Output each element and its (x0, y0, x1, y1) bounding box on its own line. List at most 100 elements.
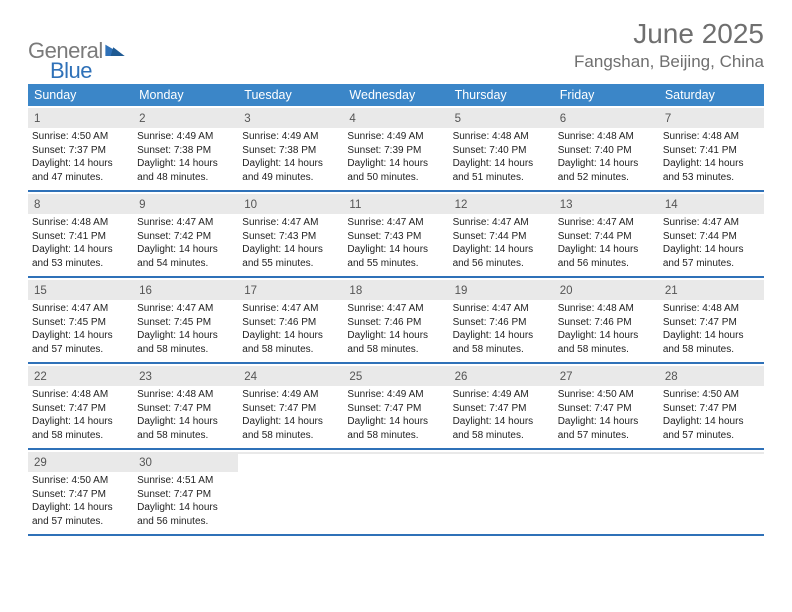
day-number-row: 20 (554, 280, 659, 300)
day-number-row: 29 (28, 452, 133, 472)
day-line-sr: Sunrise: 4:48 AM (453, 130, 550, 144)
day-line-dl2: and 53 minutes. (663, 171, 760, 185)
day-line-sr: Sunrise: 4:50 AM (663, 388, 760, 402)
day-number-row: 23 (133, 366, 238, 386)
day-number-row: 28 (659, 366, 764, 386)
day-cell (449, 450, 554, 534)
day-line-dl2: and 55 minutes. (242, 257, 339, 271)
day-line-ss: Sunset: 7:39 PM (347, 144, 444, 158)
day-cell: 18Sunrise: 4:47 AMSunset: 7:46 PMDayligh… (343, 278, 448, 362)
day-line-sr: Sunrise: 4:49 AM (347, 388, 444, 402)
day-line-ss: Sunset: 7:47 PM (453, 402, 550, 416)
day-number-row (554, 452, 659, 454)
day-line-sr: Sunrise: 4:47 AM (242, 302, 339, 316)
day-number-row: 11 (343, 194, 448, 214)
day-line-dl2: and 51 minutes. (453, 171, 550, 185)
day-line-dl2: and 55 minutes. (347, 257, 444, 271)
day-number: 25 (349, 371, 362, 383)
day-line-ss: Sunset: 7:47 PM (347, 402, 444, 416)
day-cell: 1Sunrise: 4:50 AMSunset: 7:37 PMDaylight… (28, 106, 133, 190)
day-line-dl1: Daylight: 14 hours (347, 157, 444, 171)
week-row: 29Sunrise: 4:50 AMSunset: 7:47 PMDayligh… (28, 450, 764, 536)
day-number: 4 (349, 113, 355, 125)
day-cell: 21Sunrise: 4:48 AMSunset: 7:47 PMDayligh… (659, 278, 764, 362)
day-line-dl2: and 58 minutes. (137, 343, 234, 357)
day-line-dl1: Daylight: 14 hours (347, 243, 444, 257)
day-details: Sunrise: 4:48 AMSunset: 7:47 PMDaylight:… (137, 388, 234, 442)
day-line-sr: Sunrise: 4:50 AM (558, 388, 655, 402)
day-details: Sunrise: 4:50 AMSunset: 7:47 PMDaylight:… (663, 388, 760, 442)
day-number: 12 (455, 199, 468, 211)
weekday-fri: Friday (554, 84, 659, 106)
day-details: Sunrise: 4:49 AMSunset: 7:38 PMDaylight:… (242, 130, 339, 184)
day-number-row: 19 (449, 280, 554, 300)
day-details: Sunrise: 4:49 AMSunset: 7:47 PMDaylight:… (242, 388, 339, 442)
day-line-dl2: and 58 minutes. (453, 429, 550, 443)
day-line-ss: Sunset: 7:47 PM (663, 316, 760, 330)
day-line-dl1: Daylight: 14 hours (663, 157, 760, 171)
day-line-sr: Sunrise: 4:48 AM (663, 302, 760, 316)
day-line-dl2: and 58 minutes. (242, 343, 339, 357)
day-cell: 30Sunrise: 4:51 AMSunset: 7:47 PMDayligh… (133, 450, 238, 534)
day-number: 11 (349, 199, 361, 211)
day-cell: 22Sunrise: 4:48 AMSunset: 7:47 PMDayligh… (28, 364, 133, 448)
day-details: Sunrise: 4:49 AMSunset: 7:47 PMDaylight:… (347, 388, 444, 442)
day-line-ss: Sunset: 7:38 PM (242, 144, 339, 158)
day-cell: 2Sunrise: 4:49 AMSunset: 7:38 PMDaylight… (133, 106, 238, 190)
day-line-dl2: and 58 minutes. (558, 343, 655, 357)
day-line-dl1: Daylight: 14 hours (32, 157, 129, 171)
day-line-dl2: and 58 minutes. (242, 429, 339, 443)
day-number: 7 (665, 113, 671, 125)
day-line-dl1: Daylight: 14 hours (32, 329, 129, 343)
day-details: Sunrise: 4:50 AMSunset: 7:37 PMDaylight:… (32, 130, 129, 184)
day-number-row: 1 (28, 108, 133, 128)
day-details: Sunrise: 4:47 AMSunset: 7:43 PMDaylight:… (242, 216, 339, 270)
day-number-row: 13 (554, 194, 659, 214)
day-number: 21 (665, 285, 678, 297)
day-line-ss: Sunset: 7:47 PM (663, 402, 760, 416)
day-details: Sunrise: 4:47 AMSunset: 7:42 PMDaylight:… (137, 216, 234, 270)
day-line-ss: Sunset: 7:44 PM (663, 230, 760, 244)
week-row: 22Sunrise: 4:48 AMSunset: 7:47 PMDayligh… (28, 364, 764, 450)
day-number-row (343, 452, 448, 454)
day-line-dl2: and 56 minutes. (558, 257, 655, 271)
day-line-ss: Sunset: 7:43 PM (347, 230, 444, 244)
day-number: 17 (244, 285, 257, 297)
day-number-row: 17 (238, 280, 343, 300)
day-cell: 12Sunrise: 4:47 AMSunset: 7:44 PMDayligh… (449, 192, 554, 276)
day-line-sr: Sunrise: 4:51 AM (137, 474, 234, 488)
header: General June 2025 Fangshan, Beijing, Chi… (28, 18, 764, 72)
day-line-dl1: Daylight: 14 hours (137, 415, 234, 429)
day-number: 26 (455, 371, 468, 383)
day-line-sr: Sunrise: 4:48 AM (32, 216, 129, 230)
day-line-ss: Sunset: 7:37 PM (32, 144, 129, 158)
day-line-dl2: and 49 minutes. (242, 171, 339, 185)
day-line-ss: Sunset: 7:47 PM (137, 402, 234, 416)
day-cell: 16Sunrise: 4:47 AMSunset: 7:45 PMDayligh… (133, 278, 238, 362)
day-line-dl1: Daylight: 14 hours (663, 415, 760, 429)
day-line-dl2: and 57 minutes. (32, 515, 129, 529)
day-details: Sunrise: 4:47 AMSunset: 7:45 PMDaylight:… (32, 302, 129, 356)
day-number: 30 (139, 457, 152, 469)
day-number-row: 27 (554, 366, 659, 386)
day-details: Sunrise: 4:47 AMSunset: 7:46 PMDaylight:… (453, 302, 550, 356)
day-line-sr: Sunrise: 4:49 AM (453, 388, 550, 402)
day-details: Sunrise: 4:50 AMSunset: 7:47 PMDaylight:… (32, 474, 129, 528)
day-line-dl2: and 56 minutes. (453, 257, 550, 271)
day-line-dl1: Daylight: 14 hours (558, 415, 655, 429)
day-cell: 25 Sunrise: 4:49 AMSunset: 7:47 PMDayligh… (343, 364, 448, 448)
day-number: 6 (560, 113, 566, 125)
day-line-dl1: Daylight: 14 hours (558, 243, 655, 257)
day-line-ss: Sunset: 7:45 PM (137, 316, 234, 330)
day-line-dl2: and 54 minutes. (137, 257, 234, 271)
day-line-sr: Sunrise: 4:47 AM (242, 216, 339, 230)
day-cell: 13Sunrise: 4:47 AMSunset: 7:44 PMDayligh… (554, 192, 659, 276)
day-line-dl2: and 58 minutes. (32, 429, 129, 443)
day-cell: 7Sunrise: 4:48 AMSunset: 7:41 PMDaylight… (659, 106, 764, 190)
day-line-ss: Sunset: 7:44 PM (453, 230, 550, 244)
day-number-row: 16 (133, 280, 238, 300)
day-line-dl1: Daylight: 14 hours (453, 157, 550, 171)
day-details: Sunrise: 4:47 AMSunset: 7:46 PMDaylight:… (347, 302, 444, 356)
weekday-sun: Sunday (28, 84, 133, 106)
day-cell (554, 450, 659, 534)
